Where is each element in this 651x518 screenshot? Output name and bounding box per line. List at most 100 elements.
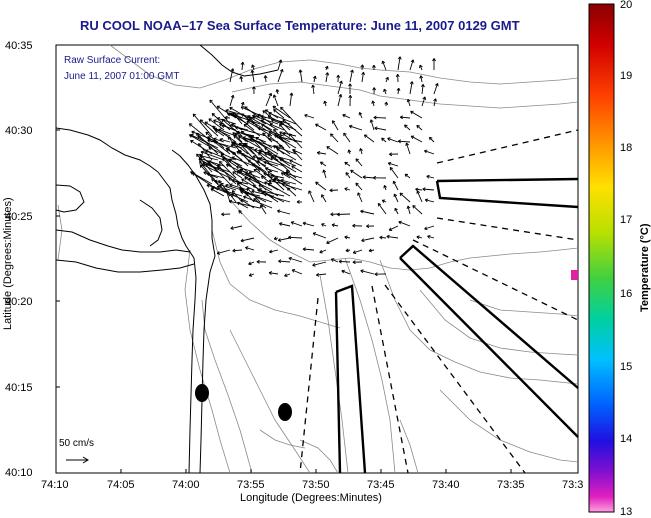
current-vector-head [352,225,356,228]
current-vector [344,161,351,167]
current-vector-head [193,113,197,116]
current-vector-head [230,144,234,148]
current-vector [260,115,291,125]
current-vector-head [360,64,363,68]
current-vector-head [207,160,210,165]
current-vector-head [262,191,265,195]
current-vector [394,207,399,215]
colorbar-tick: 19 [620,70,632,82]
current-vector-head [197,135,200,140]
current-vector-head [405,142,407,146]
current-vector-head [230,228,234,230]
current-vector [398,140,411,143]
current-vector [292,149,303,155]
current-vector-head [229,107,232,111]
current-vector-head [240,131,243,135]
current-vector [416,236,423,239]
current-vector [263,173,285,179]
current-vector-head [353,252,357,255]
current-vector [315,123,327,131]
current-vector-head [338,93,342,97]
current-vector [409,81,413,95]
current-vector-head [381,137,383,142]
current-vector-head [264,152,267,156]
current-vector [345,172,351,179]
current-vector-head [422,188,426,192]
current-vector [424,150,435,155]
current-vector [199,119,219,137]
current-vector-head [349,124,353,127]
current-vector [221,118,243,137]
current-vector [231,156,255,167]
current-vector-head [359,148,361,152]
current-vector [280,106,303,131]
current-vector [248,261,255,265]
current-vector-head [373,117,377,120]
current-vector [416,125,423,131]
current-vector [312,84,315,95]
current-vector [299,69,303,83]
current-vector [283,172,303,185]
colorbar-tick: 17 [620,214,632,226]
current-vector-head [229,159,232,163]
current-vector-head [406,205,409,210]
current-vector [412,205,423,215]
current-vector-head [329,190,333,193]
current-vector [243,138,261,149]
current-vector-head [267,171,270,175]
current-vector-head [288,257,292,261]
current-vector-head [252,155,256,159]
current-vector-head [225,109,229,113]
current-vector-head [190,171,193,175]
current-vector-head [350,170,353,174]
current-vector-head [395,73,398,78]
current-vector-head [222,158,224,162]
current-vector-head [239,188,242,192]
current-vector [422,188,435,191]
current-vector [258,188,279,203]
current-vector [289,92,293,107]
current-vector-head [257,189,260,193]
current-vector [229,113,261,125]
current-vector [289,159,303,167]
current-vector [374,127,387,131]
current-vector-head [381,60,383,65]
current-vector-head [416,125,419,129]
current-vector-head [267,134,270,138]
current-vector-head [399,192,402,197]
scale-label: 50 cm/s [59,438,94,449]
current-vector-head [262,132,264,137]
current-vector-head [268,112,271,116]
current-vector-head [412,205,415,209]
current-vector [362,176,375,179]
current-vector-head [311,84,314,88]
current-vector-head [232,132,234,136]
current-vector [280,179,297,185]
current-vector-head [253,169,256,173]
current-vector-head [280,172,284,176]
current-vector-head [278,239,282,242]
current-vector [217,166,243,185]
current-vector [302,248,315,251]
current-vector-head [384,101,387,105]
current-vector [233,142,249,155]
current-vector [248,177,273,191]
current-vector-head [188,123,191,127]
current-vector-head [426,175,430,179]
current-vector-head [277,210,280,214]
current-vector-head [352,261,356,265]
current-vector-head [264,181,267,185]
current-vector-head [234,114,237,118]
current-vector [424,225,435,230]
current-vector-head [241,113,243,117]
current-vector [272,105,291,119]
current-vector-head [226,148,229,152]
current-vector-head [248,261,251,265]
y-tick-label: 40:25 [5,211,33,223]
current-vector [217,186,231,191]
current-vector-head [409,81,413,85]
current-vector-head [212,126,215,130]
current-vector [329,189,339,191]
current-vector-head [222,156,225,160]
current-vector [400,116,411,119]
